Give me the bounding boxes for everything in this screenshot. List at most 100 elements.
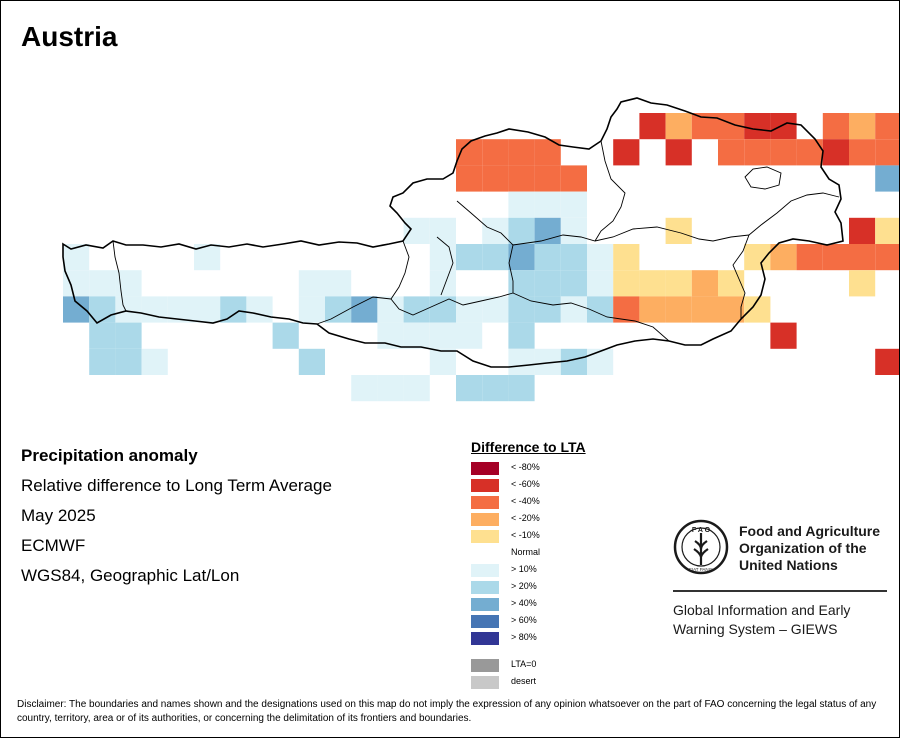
anomaly-cell <box>534 244 561 271</box>
anomaly-cell <box>325 296 352 323</box>
anomaly-cell <box>508 191 535 218</box>
anomaly-cell <box>613 139 640 166</box>
fao-logo-motto: FIAT PANIS <box>689 567 713 572</box>
anomaly-cell <box>613 244 640 271</box>
anomaly-cell <box>665 296 692 323</box>
legend-swatch <box>471 659 499 672</box>
anomaly-cell <box>560 217 587 244</box>
anomaly-cell <box>508 348 535 375</box>
legend-label: > 40% <box>511 598 537 608</box>
info-subtitle: Relative difference to Long Term Average <box>21 476 332 495</box>
austria-map <box>62 97 899 402</box>
legend-swatch <box>471 462 499 475</box>
legend-title: Difference to LTA <box>471 439 586 455</box>
anomaly-cell <box>560 244 587 271</box>
legend-label: < -40% <box>511 496 540 506</box>
anomaly-cell <box>429 322 456 349</box>
border-vienna <box>744 166 782 190</box>
anomaly-cell <box>770 139 797 166</box>
border-upper-lower-austria <box>594 140 626 242</box>
anomaly-cell <box>849 244 876 271</box>
anomaly-cell <box>429 296 456 323</box>
border-burgenland-styria <box>732 234 750 319</box>
anomaly-cell <box>508 217 535 244</box>
anomaly-cell <box>849 217 876 244</box>
anomaly-cell <box>351 296 378 323</box>
anomaly-cell <box>560 296 587 323</box>
anomaly-cell <box>482 375 509 402</box>
anomaly-cell <box>456 244 483 271</box>
anomaly-cell <box>298 270 325 297</box>
border-tyrol-salzburg <box>390 240 514 316</box>
anomaly-cell <box>220 296 247 323</box>
anomaly-cell <box>770 322 797 349</box>
fao-name-line2: Organization of the <box>739 540 867 556</box>
anomaly-cell <box>508 270 535 297</box>
anomaly-cell <box>587 270 614 297</box>
fao-divider <box>673 590 887 592</box>
giews-text: Global Information and Early Warning Sys… <box>673 601 850 639</box>
legend-items: < -80% < -60% < -40% < -20% < -10% Normal > 10… <box>471 460 631 647</box>
info-source: ECMWF <box>21 536 86 555</box>
border-vorarlberg-tyrol <box>112 240 127 312</box>
legend-label: > 80% <box>511 632 537 642</box>
anomaly-cell <box>822 113 849 140</box>
fao-name-line3: United Nations <box>739 557 838 573</box>
anomaly-cell <box>796 244 823 271</box>
legend-label: > 60% <box>511 615 537 625</box>
anomaly-cell <box>534 270 561 297</box>
legend-item: > 20% <box>471 579 631 596</box>
anomaly-cell <box>770 244 797 271</box>
anomaly-cell <box>194 296 221 323</box>
anomaly-cell <box>796 139 823 166</box>
anomaly-cell <box>639 270 666 297</box>
anomaly-cell <box>429 270 456 297</box>
legend-swatch <box>471 547 499 560</box>
legend-item: < -80% <box>471 460 631 477</box>
info-projection: WGS84, Geographic Lat/Lon <box>21 566 240 585</box>
anomaly-cell <box>115 348 142 375</box>
legend-label: < -20% <box>511 513 540 523</box>
border-salzburg-inner <box>436 236 454 296</box>
anomaly-cell <box>429 348 456 375</box>
anomaly-cell <box>718 270 745 297</box>
anomaly-cell <box>508 322 535 349</box>
anomaly-cell <box>534 296 561 323</box>
anomaly-cell <box>298 348 325 375</box>
legend: Difference to LTA < -80% < -60% < -40% < -2… <box>471 439 631 691</box>
legend-item: < -60% <box>471 477 631 494</box>
anomaly-cell <box>456 375 483 402</box>
anomaly-cell <box>89 348 116 375</box>
anomaly-cell <box>639 113 666 140</box>
anomaly-cell <box>875 113 899 140</box>
legend-item: desert <box>471 674 631 691</box>
anomaly-cell <box>875 244 899 271</box>
anomaly-cell <box>587 244 614 271</box>
anomaly-cell <box>875 139 899 166</box>
anomaly-cell <box>115 296 142 323</box>
legend-item: > 80% <box>471 630 631 647</box>
anomaly-cell <box>534 191 561 218</box>
anomaly-cell <box>665 270 692 297</box>
anomaly-grid <box>63 113 899 402</box>
legend-item: > 10% <box>471 562 631 579</box>
border-salzburg-upper-austria <box>456 200 514 293</box>
legend-label: > 10% <box>511 564 537 574</box>
legend-extra: LTA=0 desert <box>471 657 631 691</box>
anomaly-cell <box>456 322 483 349</box>
legend-item: < -20% <box>471 511 631 528</box>
anomaly-cell <box>482 244 509 271</box>
border-styria-lower-austria <box>512 226 750 246</box>
anomaly-cell <box>718 139 745 166</box>
legend-swatch <box>471 479 499 492</box>
legend-item: Normal <box>471 545 631 562</box>
anomaly-cell <box>403 217 430 244</box>
legend-swatch <box>471 513 499 526</box>
anomaly-cell <box>665 113 692 140</box>
anomaly-cell <box>849 113 876 140</box>
state-borders <box>112 140 840 342</box>
map-title: Austria <box>21 21 118 52</box>
fao-name: Food and Agriculture Organization of the… <box>739 523 880 574</box>
legend-swatch <box>471 496 499 509</box>
anomaly-cell <box>456 165 483 192</box>
